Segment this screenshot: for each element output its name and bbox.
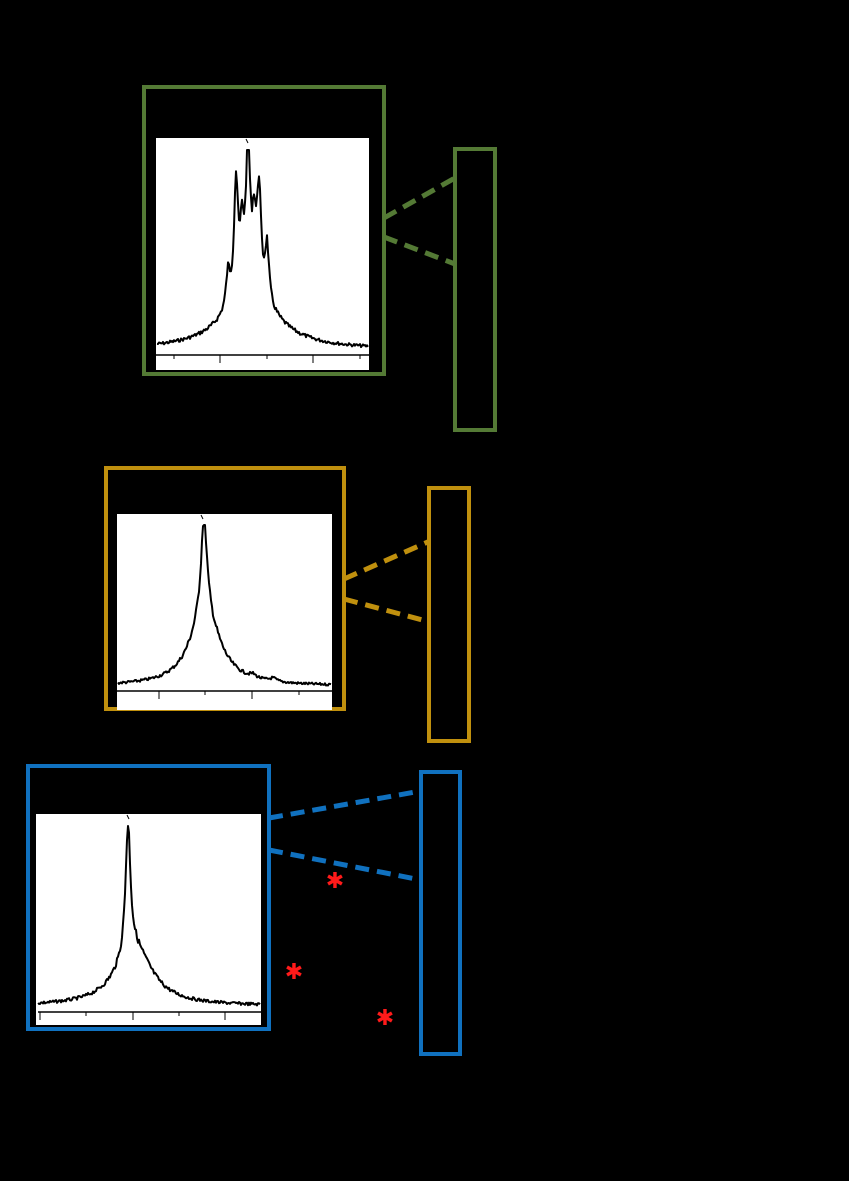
marker-star-2: ✱ [285,960,303,985]
red-markers: ✱ ✱ ✱ [285,869,394,1031]
blue-connector-upper [268,788,422,821]
gold-sample-column [427,486,471,743]
blue-connector-lower [268,847,422,883]
green-spectrum-trace [156,149,369,349]
marker-star-3: ✱ [376,1006,394,1031]
gold-plot-area [117,514,332,710]
green-connector-lower [383,234,456,267]
blue-peak-tick [126,814,130,820]
green-inset-frame [142,85,386,376]
gold-spectrum-trace [117,524,332,687]
blue-panel [26,764,462,1056]
blue-x-ticks [39,1012,226,1020]
gold-connector-lower [343,596,431,625]
blue-inset-frame [26,764,271,1031]
blue-plot-area [36,814,261,1025]
gold-peak-tick [200,514,204,520]
green-peak-tick [245,138,249,144]
green-x-ticks [173,355,361,363]
gold-panel [104,466,471,743]
blue-sample-column [419,770,462,1056]
gold-x-ticks [158,691,300,699]
green-sample-column [453,147,497,432]
green-connector-upper [382,175,457,221]
blue-spectrum-trace [37,825,261,1007]
green-panel [142,85,497,432]
marker-star-1: ✱ [326,869,344,894]
gold-connector-upper [342,538,432,582]
